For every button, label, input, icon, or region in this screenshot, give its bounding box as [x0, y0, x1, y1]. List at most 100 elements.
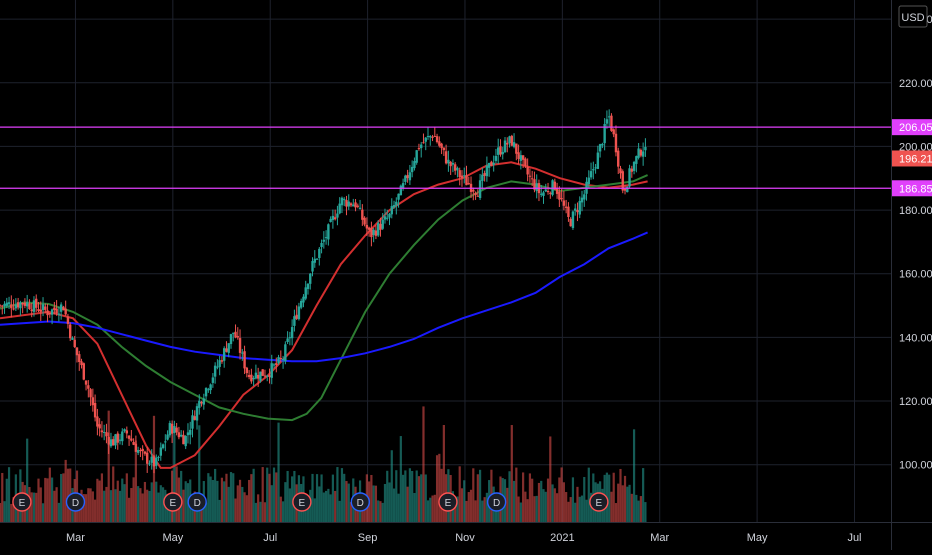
candle-body — [571, 211, 575, 228]
event-marker-label[interactable]: D — [357, 498, 364, 509]
candle-body — [0, 305, 2, 307]
event-marker-circle[interactable] — [486, 492, 507, 512]
event-marker-label[interactable]: D — [194, 498, 201, 509]
currency-badge[interactable]: USD — [898, 5, 928, 28]
volume-bar — [644, 502, 647, 522]
candle-body — [195, 406, 199, 421]
event-marker-circle[interactable] — [187, 492, 207, 512]
candle-body — [225, 348, 228, 352]
candle-body — [365, 225, 369, 229]
volume-bar — [30, 492, 33, 522]
candle-body — [288, 337, 292, 339]
event-marker-circle[interactable] — [438, 492, 458, 512]
price-axis[interactable]: 100.00 120.00 140.00 160.00 180.00 200.00 220.… — [892, 14, 932, 472]
candle-body — [7, 302, 11, 305]
volume-bar — [585, 499, 588, 522]
volume-bar — [406, 486, 409, 522]
last-price-tag-box[interactable] — [892, 150, 932, 167]
event-marker-circle[interactable] — [292, 492, 312, 512]
candle-body — [370, 227, 373, 238]
candle-body — [211, 377, 215, 383]
candle-body — [136, 450, 140, 453]
volume-bar — [0, 502, 2, 522]
candle-body — [497, 147, 500, 155]
event-marker-circle[interactable] — [65, 492, 86, 512]
volume-bar — [241, 486, 244, 522]
event-marker-label[interactable]: E — [170, 498, 177, 509]
candle-body — [603, 123, 606, 144]
horizontal-line-price-tag-box[interactable] — [892, 119, 932, 136]
candle-body — [560, 198, 563, 200]
volume-bar — [460, 488, 464, 522]
event-marker-circle[interactable] — [163, 492, 183, 512]
moving-average-line — [0, 231, 648, 363]
candle-body — [78, 354, 81, 363]
volume-bar — [481, 500, 484, 522]
candle-body — [562, 200, 566, 206]
event-marker-label[interactable]: D — [493, 498, 500, 509]
candle-body — [87, 385, 90, 389]
volume-bar — [55, 487, 58, 522]
candle-body — [32, 300, 36, 312]
volume-bar — [123, 484, 126, 522]
last-price-tag-label[interactable]: 196.21 — [899, 153, 932, 165]
volume-bar — [324, 490, 328, 522]
volume-bar — [506, 487, 509, 522]
candle-body — [397, 193, 400, 200]
volume-bar — [411, 470, 414, 522]
horizontal-line-price-tag-label[interactable]: 206.05 — [899, 122, 932, 134]
candle-body — [352, 204, 355, 207]
volume-bar — [628, 484, 631, 522]
volume-bar — [12, 497, 15, 522]
candle-body — [508, 136, 511, 144]
event-marker-circle[interactable] — [589, 492, 609, 512]
candle-body — [157, 456, 160, 458]
candle-body — [576, 210, 579, 213]
volume-bar — [200, 503, 203, 522]
time-tick-label: May — [162, 532, 183, 544]
horizontal-line-price-tag-box[interactable] — [892, 180, 932, 197]
volume-bar — [639, 496, 642, 522]
horizontal-line-price-tag-label[interactable]: 186.85 — [899, 183, 932, 195]
horizontal-lines[interactable] — [0, 126, 891, 189]
candle-body — [118, 439, 122, 441]
volume-bar — [542, 489, 545, 522]
candle-body — [91, 397, 95, 406]
moving-average-line — [0, 161, 648, 469]
event-marker-circle[interactable] — [350, 492, 370, 512]
event-marker-label[interactable]: E — [445, 498, 452, 509]
volume-bar — [583, 476, 586, 522]
candle-body — [222, 348, 226, 361]
candle-body — [424, 137, 427, 142]
volume-bar — [173, 433, 176, 522]
volume-bar — [288, 488, 291, 522]
volume-bar — [266, 467, 269, 522]
volume-bar — [340, 468, 344, 522]
candle-body — [401, 183, 405, 188]
candle-body — [182, 434, 185, 445]
volume-bar — [220, 477, 224, 522]
volume-bar — [248, 479, 251, 522]
time-tick-label: Mar — [66, 532, 85, 544]
volume-bar — [112, 466, 115, 522]
event-marker-label[interactable]: E — [19, 498, 26, 509]
candle-body — [512, 142, 516, 147]
candle-body — [347, 201, 350, 207]
candle-body — [127, 435, 131, 439]
time-axis[interactable]: Mar May Jul Sep Nov 2021 Mar May Jul — [66, 532, 862, 544]
event-marker-label[interactable]: E — [596, 498, 603, 509]
candle-body — [574, 208, 577, 211]
volume-bar — [544, 491, 547, 522]
candle-body — [286, 338, 289, 343]
volume-bar — [478, 469, 482, 522]
event-marker-label[interactable]: E — [299, 498, 306, 509]
volume-bar — [37, 478, 40, 522]
candle-body — [490, 161, 493, 167]
event-marker-circle[interactable] — [12, 492, 32, 512]
volume-bar — [198, 425, 201, 522]
event-marker-label[interactable]: D — [72, 498, 79, 509]
candle-body — [367, 227, 371, 230]
